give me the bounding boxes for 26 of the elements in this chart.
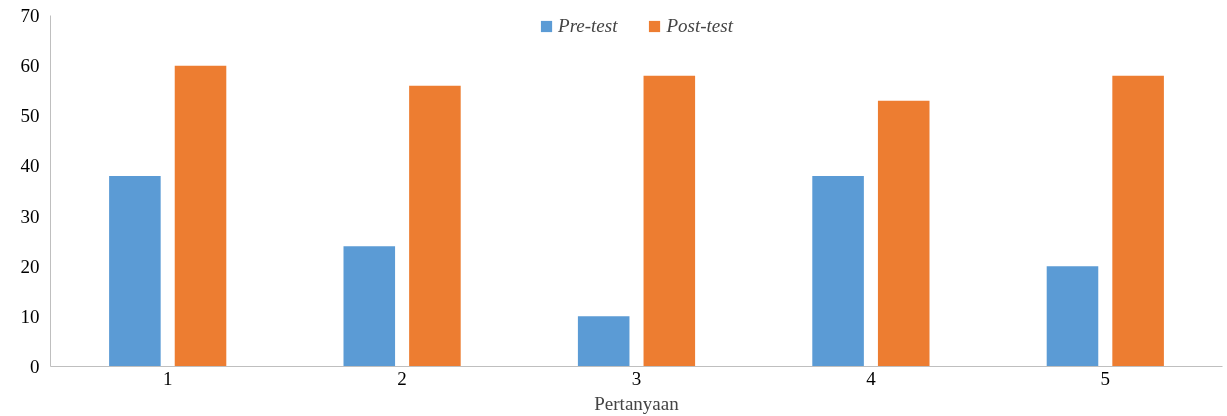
bar <box>577 316 630 367</box>
y-tick-label: 60 <box>20 55 40 77</box>
y-tick-label: 30 <box>20 205 40 227</box>
bar <box>1112 75 1164 367</box>
x-tick-label: 4 <box>866 367 877 389</box>
y-tick-label: 10 <box>20 305 40 327</box>
x-tick-label: 5 <box>1100 367 1111 389</box>
y-tick-label: 50 <box>20 105 40 127</box>
bar <box>109 175 161 367</box>
bar <box>343 246 396 367</box>
bar <box>812 175 864 367</box>
bar <box>643 75 696 367</box>
x-tick-label: 3 <box>631 367 642 389</box>
bar <box>877 100 930 367</box>
y-tick-label: 20 <box>20 255 40 277</box>
legend-label: Post-test <box>666 15 733 37</box>
x-tick-label: 1 <box>162 367 173 389</box>
bar <box>174 65 227 367</box>
y-tick-label: 40 <box>20 155 40 177</box>
y-tick-label: 0 <box>30 356 40 377</box>
x-axis-title: Pertanyaan <box>594 392 680 414</box>
x-tick-label: 2 <box>397 367 407 389</box>
legend-label: Pre-test <box>558 15 618 37</box>
bar <box>1046 266 1099 367</box>
bar <box>409 85 461 367</box>
y-tick-label: 70 <box>20 5 40 26</box>
